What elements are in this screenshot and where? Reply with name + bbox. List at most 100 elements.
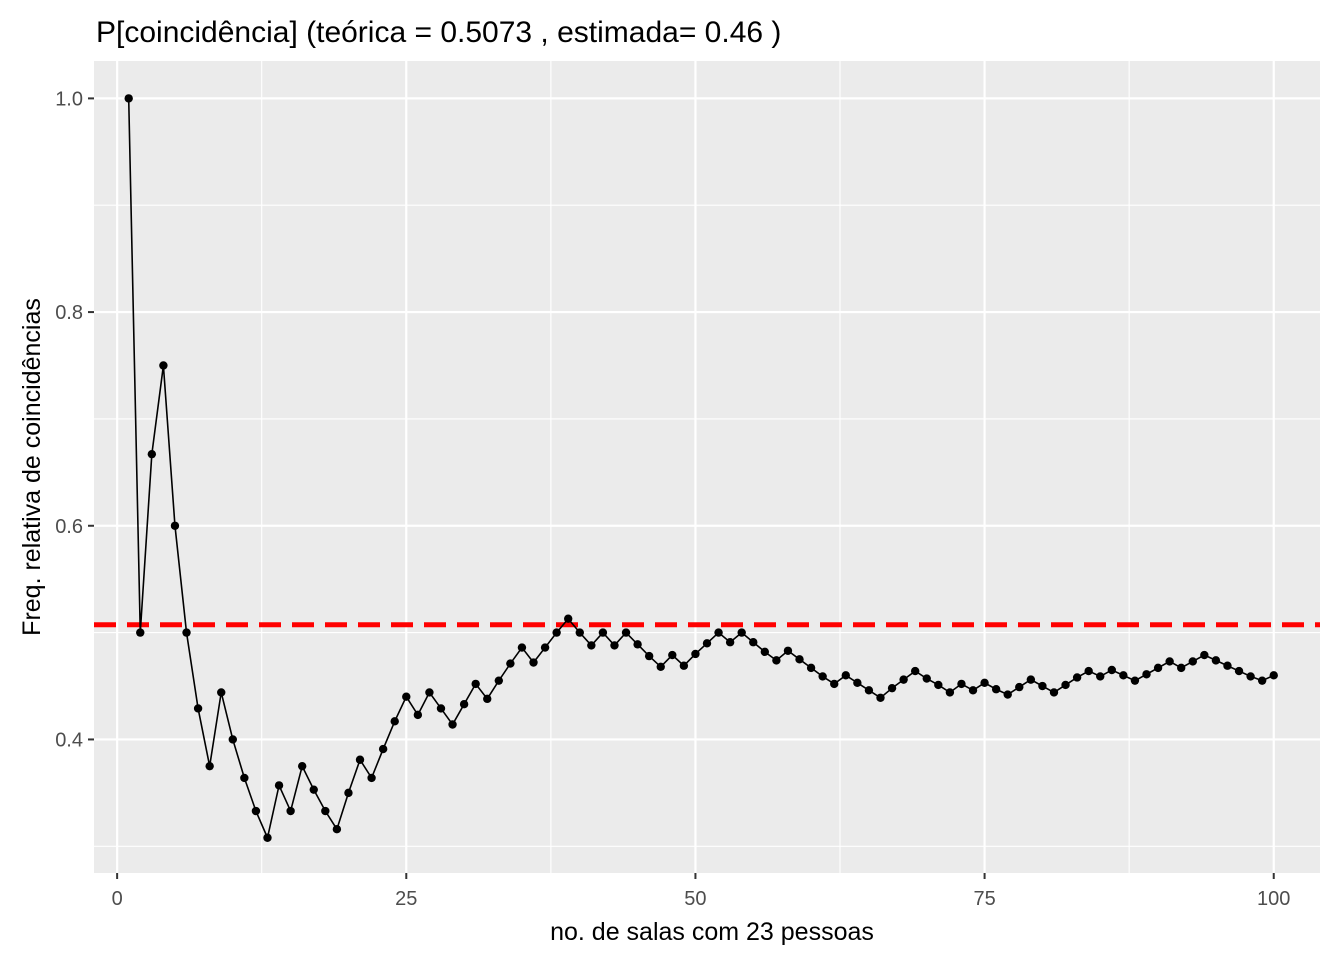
data-point bbox=[274, 781, 284, 790]
y-tick-label: 0.6 bbox=[55, 516, 83, 538]
data-point bbox=[564, 614, 573, 623]
data-point bbox=[772, 656, 781, 665]
data-point bbox=[471, 679, 480, 689]
data-point bbox=[691, 649, 700, 659]
series-line bbox=[127, 98, 1275, 841]
data-point bbox=[483, 694, 492, 704]
data-point bbox=[957, 679, 966, 689]
data-point bbox=[448, 720, 457, 729]
data-point bbox=[1257, 676, 1267, 685]
data-point bbox=[1153, 663, 1163, 673]
data-point bbox=[228, 735, 237, 744]
points-layer bbox=[124, 94, 1278, 842]
data-point bbox=[182, 628, 191, 637]
data-point bbox=[679, 661, 689, 670]
x-tick-label: 50 bbox=[684, 888, 706, 910]
data-point bbox=[378, 744, 388, 754]
data-point bbox=[841, 671, 850, 680]
x-tick-label: 0 bbox=[112, 888, 123, 910]
data-point bbox=[818, 672, 827, 681]
data-point bbox=[332, 824, 342, 834]
data-point bbox=[1049, 688, 1059, 697]
data-point bbox=[170, 521, 180, 530]
y-axis: 0.4 0.6 0.8 1.0 bbox=[55, 88, 94, 751]
chart-title: P[coincidência] (teórica = 0.5073 , esti… bbox=[96, 16, 781, 49]
data-point bbox=[1084, 666, 1093, 676]
data-point bbox=[1015, 682, 1024, 692]
data-point bbox=[633, 640, 642, 649]
data-point bbox=[968, 686, 978, 695]
data-point bbox=[517, 643, 527, 652]
data-point bbox=[1107, 665, 1117, 675]
data-point bbox=[552, 628, 561, 637]
data-point bbox=[887, 683, 897, 693]
data-point bbox=[1072, 673, 1082, 682]
y-tick-label: 1.0 bbox=[55, 88, 83, 110]
data-point bbox=[147, 449, 157, 459]
data-point bbox=[864, 686, 874, 695]
data-point bbox=[217, 688, 226, 697]
major-gridlines bbox=[94, 61, 1320, 873]
data-point bbox=[876, 693, 885, 702]
data-point bbox=[587, 641, 596, 650]
x-tick-label: 75 bbox=[973, 888, 995, 910]
data-point bbox=[656, 662, 665, 671]
data-point bbox=[760, 647, 770, 657]
x-tick-label: 25 bbox=[395, 888, 417, 910]
data-point bbox=[934, 680, 943, 690]
data-point bbox=[980, 678, 989, 688]
minor-gridlines bbox=[94, 61, 1320, 873]
data-point bbox=[124, 94, 133, 103]
x-axis-title: no. de salas com 23 pessoas bbox=[550, 918, 874, 946]
data-point bbox=[749, 638, 758, 647]
data-point bbox=[425, 688, 434, 697]
data-point bbox=[413, 710, 423, 720]
data-point bbox=[621, 628, 631, 637]
data-point bbox=[795, 655, 804, 664]
y-tick-label: 0.4 bbox=[55, 729, 83, 751]
y-axis-title: Freq. relativa de coincidências bbox=[18, 298, 46, 636]
data-point bbox=[1003, 690, 1012, 699]
plot-panel bbox=[94, 61, 1320, 873]
data-point bbox=[193, 704, 203, 713]
x-tick-label: 100 bbox=[1257, 888, 1290, 910]
data-point bbox=[1246, 672, 1255, 681]
data-point bbox=[1188, 657, 1197, 666]
data-point bbox=[1200, 650, 1209, 660]
data-point bbox=[575, 628, 584, 637]
y-tick-label: 0.8 bbox=[55, 302, 83, 324]
data-point bbox=[1177, 663, 1186, 673]
data-point bbox=[159, 361, 168, 370]
data-point bbox=[321, 806, 330, 816]
data-point bbox=[205, 761, 214, 771]
data-point bbox=[1119, 671, 1128, 680]
data-point bbox=[1061, 680, 1070, 690]
data-point bbox=[725, 638, 735, 647]
data-point bbox=[459, 699, 469, 709]
data-point bbox=[494, 676, 504, 685]
data-point bbox=[344, 788, 353, 798]
data-point bbox=[945, 688, 955, 697]
data-point bbox=[910, 666, 920, 676]
data-point bbox=[899, 675, 908, 684]
data-point bbox=[263, 833, 272, 842]
data-point bbox=[390, 717, 399, 726]
data-point bbox=[598, 628, 608, 637]
data-point bbox=[402, 692, 411, 701]
data-point bbox=[436, 704, 446, 713]
data-point bbox=[1211, 656, 1221, 665]
data-point bbox=[1234, 666, 1244, 676]
data-point bbox=[297, 761, 307, 771]
data-point bbox=[1165, 657, 1174, 666]
data-point bbox=[1223, 661, 1232, 670]
data-point bbox=[714, 628, 723, 637]
data-point bbox=[286, 806, 295, 816]
data-point bbox=[783, 646, 793, 655]
data-point bbox=[136, 628, 145, 637]
data-point bbox=[668, 650, 677, 660]
x-axis: 0 25 50 75 100 bbox=[112, 873, 1290, 910]
data-point bbox=[922, 674, 931, 683]
series-layer bbox=[127, 98, 1275, 841]
data-point bbox=[367, 773, 376, 783]
